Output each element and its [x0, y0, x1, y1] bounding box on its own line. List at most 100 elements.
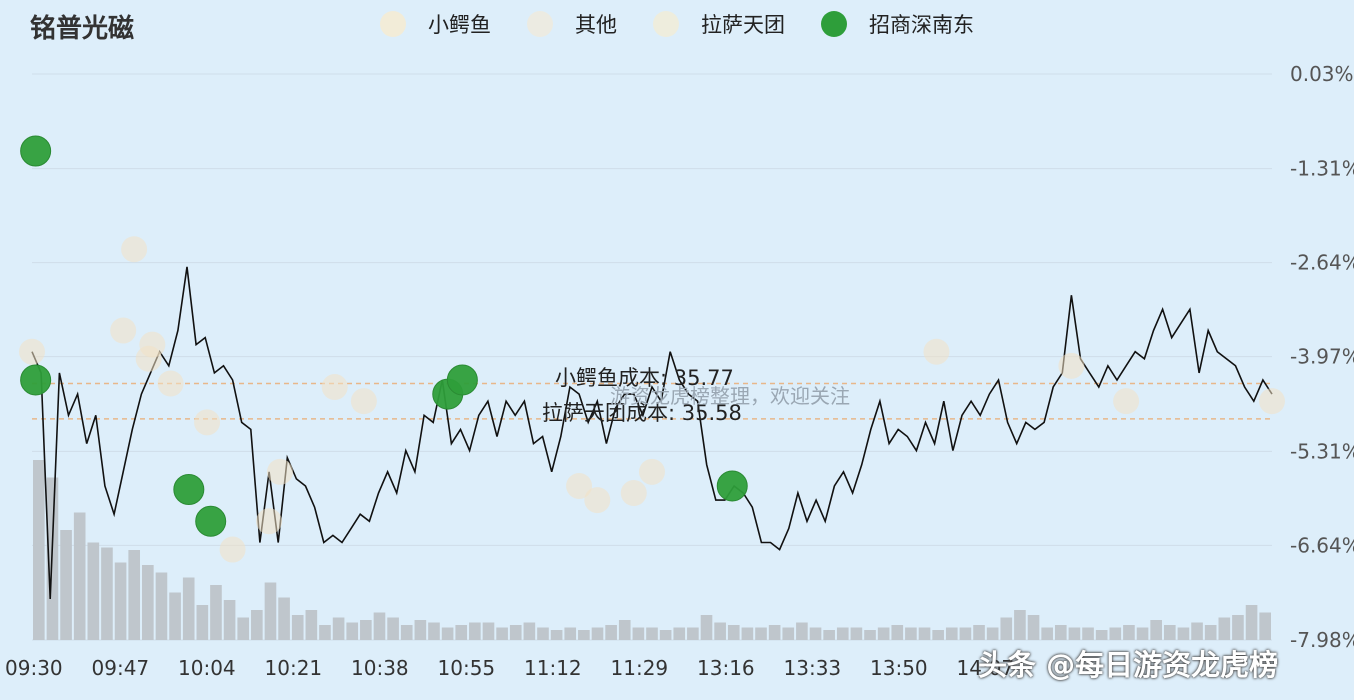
trade-marker-zhaoshang [20, 135, 52, 167]
volume-bar [741, 627, 754, 640]
legend-label-lasa: 拉萨天团 [701, 13, 785, 37]
volume-bar [1177, 627, 1190, 640]
volume-bar [564, 627, 577, 640]
legend-item-xiaoeyu[interactable]: 小鳄鱼 [380, 9, 491, 39]
trade-marker-zhaoshang [173, 473, 205, 505]
x-tick-label: 13:33 [784, 656, 842, 680]
volume-bar [796, 622, 808, 640]
volume-bar [264, 582, 277, 640]
volume-bar [101, 547, 113, 640]
trade-marker-other [923, 338, 950, 365]
volume-bar [1136, 627, 1149, 640]
x-tick-label: 10:38 [351, 656, 409, 680]
legend-label-other: 其他 [575, 13, 617, 37]
volume-bar [196, 605, 209, 640]
volume-bar [414, 620, 427, 640]
volume-bar [210, 585, 222, 640]
volume-bar [1054, 625, 1067, 640]
trade-marker-other [321, 374, 348, 401]
volume-bar [986, 627, 999, 640]
volume-bar [469, 622, 481, 640]
volume-bar [891, 625, 904, 640]
x-tick-label: 13:50 [870, 656, 928, 680]
volume-bar [441, 627, 454, 640]
trade-marker-other [19, 338, 45, 365]
volume-bar [687, 627, 699, 640]
cost-label-lasa: 拉萨天团成本: 35.58 [542, 401, 742, 425]
trade-marker-other [194, 409, 221, 436]
trade-marker-other [584, 487, 611, 514]
volume-bar [60, 530, 72, 640]
y-tick-label: 0.03% [1290, 62, 1354, 86]
volume-bar [864, 630, 876, 640]
stock-title: 铭普光磁 [30, 14, 135, 44]
x-tick-label: 11:29 [611, 656, 669, 680]
volume-bar [387, 617, 399, 640]
legend-label-xiaoeyu: 小鳄鱼 [428, 13, 491, 37]
volume-bar [850, 627, 863, 640]
price-line [31, 266, 1273, 600]
volume-bar [155, 572, 168, 640]
y-tick-label: -5.31% [1290, 439, 1354, 463]
volume-bar [455, 625, 468, 640]
legend-swatch-zhaoshang [821, 11, 847, 37]
volume-bar [169, 592, 181, 640]
trade-marker-other [350, 388, 377, 415]
volume-bar [1082, 627, 1094, 640]
volume-bar [755, 627, 767, 640]
volume-bar [1123, 625, 1135, 640]
volume-bar [550, 630, 563, 640]
volume-bar [1191, 622, 1203, 640]
volume-bar [714, 622, 726, 640]
trade-marker-other [135, 345, 162, 372]
trade-marker-other [121, 236, 148, 263]
volume-bar [182, 577, 195, 640]
volume-bar [400, 625, 413, 640]
volume-bar [537, 627, 549, 640]
y-tick-label: -3.97% [1290, 345, 1354, 369]
trade-marker-other [267, 458, 293, 485]
legend: 小鳄鱼 其他 拉萨天团 招商深南东 [380, 8, 1010, 40]
y-tick-label: -6.64% [1290, 533, 1354, 557]
volume-bar [1245, 605, 1258, 640]
volume-bar [1000, 617, 1013, 640]
volume-bar [905, 627, 917, 640]
volume-bar [673, 627, 686, 640]
volume-bar [659, 630, 672, 640]
volume-bar [373, 612, 386, 640]
trade-marker-other [639, 458, 665, 485]
volume-bar [360, 620, 372, 640]
legend-item-zhaoshang[interactable]: 招商深南东 [821, 9, 974, 39]
legend-label-zhaoshang: 招商深南东 [869, 13, 974, 37]
volume-bar [1095, 630, 1108, 640]
x-tick-label: 09:47 [92, 656, 150, 680]
volume-bar [727, 625, 740, 640]
volume-bar [237, 617, 250, 640]
trade-marker-zhaoshang [20, 364, 52, 396]
volume-bar [700, 615, 713, 640]
volume-bar [632, 627, 645, 640]
legend-item-lasa[interactable]: 拉萨天团 [653, 9, 785, 39]
volume-bar [1068, 627, 1081, 640]
volume-bar [223, 600, 236, 640]
volume-bar [1218, 617, 1231, 640]
volume-bar [1027, 615, 1040, 640]
volume-bar [87, 542, 100, 640]
volume-bar [346, 622, 359, 640]
trade-marker-other [566, 472, 593, 499]
volume-bar [836, 627, 849, 640]
volume-bar [509, 625, 522, 640]
trade-marker-other [1113, 388, 1140, 415]
volume-bar [1163, 625, 1176, 640]
x-tick-label: 10:55 [438, 656, 496, 680]
volume-bar [523, 622, 536, 640]
volume-bar [877, 627, 890, 640]
volume-bar [428, 622, 440, 640]
volume-bar [823, 630, 835, 640]
legend-item-other[interactable]: 其他 [527, 9, 617, 39]
x-tick-label: 14:07 [957, 656, 1015, 680]
trade-marker-zhaoshang [446, 364, 478, 396]
legend-swatch-other [527, 11, 553, 37]
volume-bar [945, 627, 958, 640]
